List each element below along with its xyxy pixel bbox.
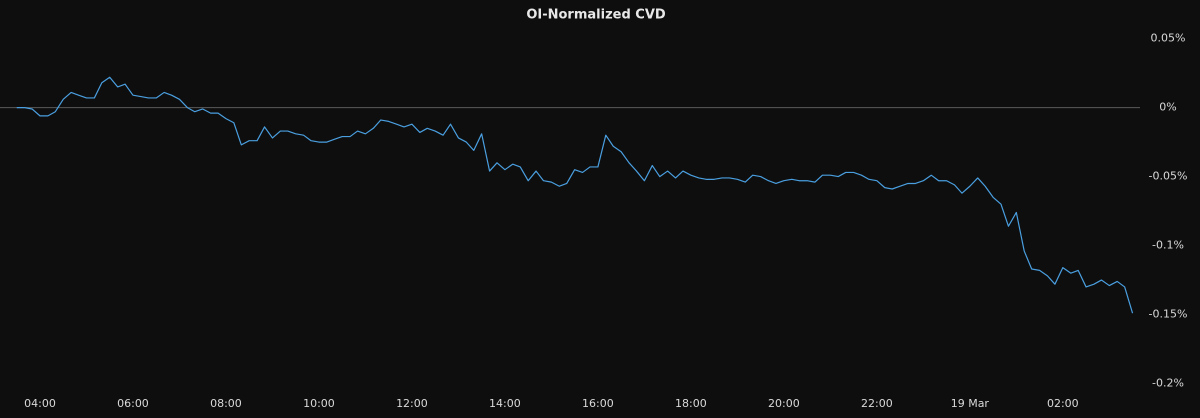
y-tick-label: -0.1% <box>1152 239 1184 252</box>
y-tick-label: 0% <box>1159 101 1176 114</box>
x-tick-label: 04:00 <box>24 397 56 410</box>
y-tick-label: -0.15% <box>1149 308 1188 321</box>
x-tick-label: 18:00 <box>675 397 707 410</box>
x-tick-label: 06:00 <box>117 397 149 410</box>
y-tick-label: -0.2% <box>1152 377 1184 390</box>
x-tick-label: 10:00 <box>303 397 335 410</box>
y-tick-label: -0.05% <box>1149 170 1188 183</box>
x-tick-label: 16:00 <box>582 397 614 410</box>
x-tick-label: 12:00 <box>396 397 428 410</box>
x-tick-label: 14:00 <box>489 397 521 410</box>
x-tick-label: 22:00 <box>861 397 893 410</box>
data-line <box>16 76 1134 314</box>
x-tick-label: 02:00 <box>1047 397 1079 410</box>
x-tick-label: 08:00 <box>210 397 242 410</box>
chart-title: OI-Normalized CVD <box>526 8 666 23</box>
x-tick-label: 20:00 <box>768 397 800 410</box>
y-tick-label: 0.05% <box>1151 32 1186 45</box>
x-tick-label: 19 Mar <box>951 397 990 410</box>
